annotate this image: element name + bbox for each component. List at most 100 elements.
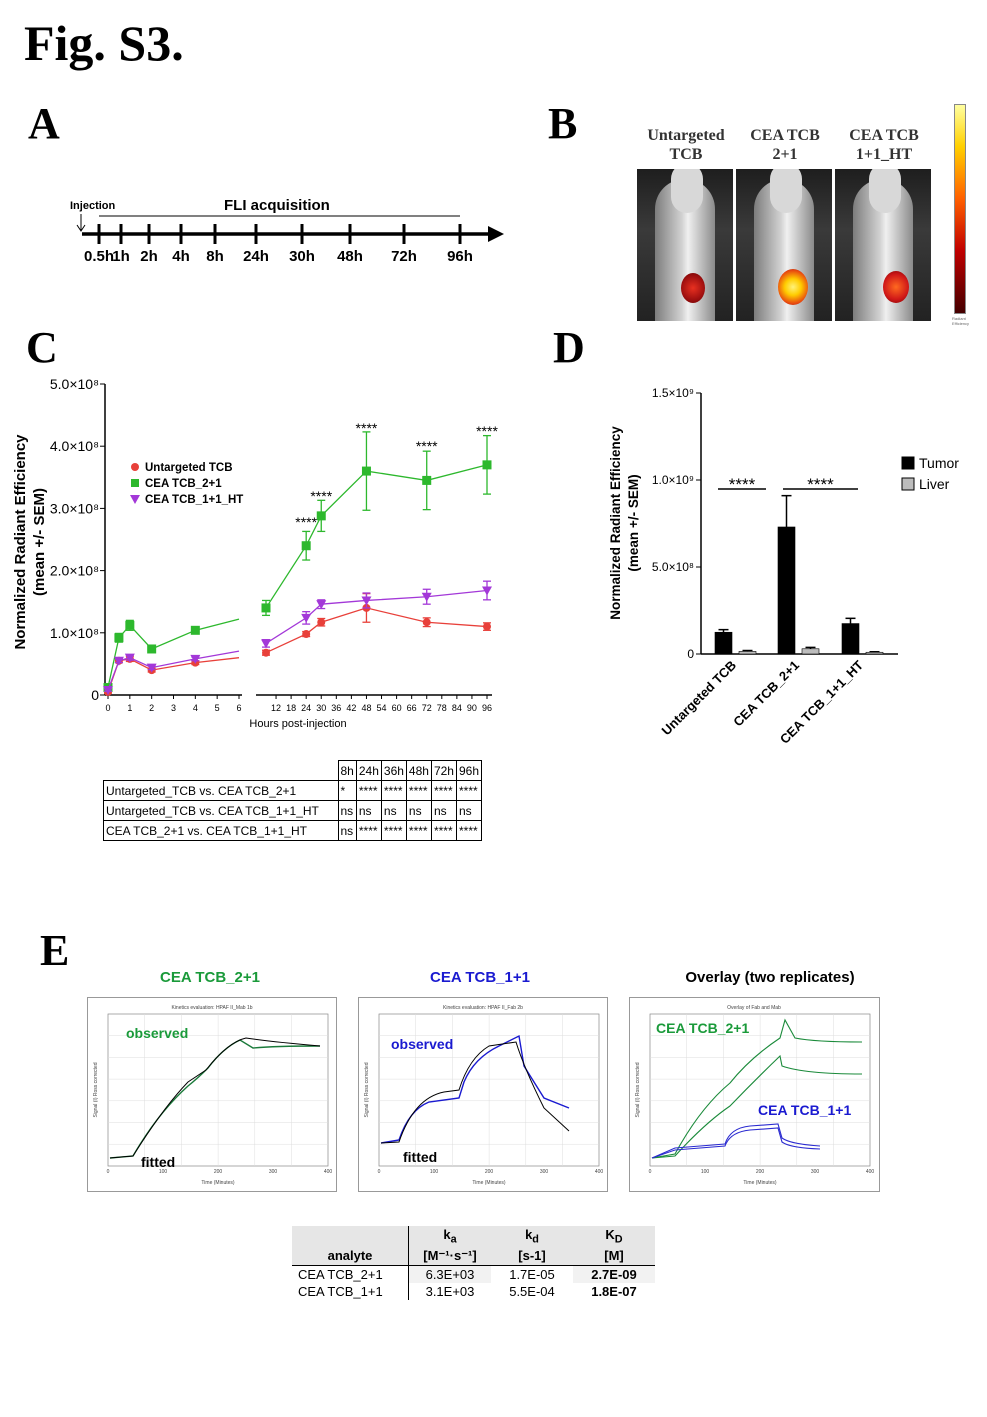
overlay-curve: [651, 1127, 821, 1159]
table-cell: Untargeted_TCB vs. CEA TCB_2+1: [103, 780, 339, 801]
table-row: CEA TCB_2+1 6.3E+03 1.7E-05 2.7E-09: [292, 1264, 655, 1283]
kd-subscript: d: [532, 1233, 539, 1246]
category-label: CEA TCB_2+1: [730, 658, 802, 730]
figure-title: Fig. S3.: [24, 15, 184, 71]
overlay-label-2plus1: CEA TCB_2+1: [656, 1020, 749, 1036]
x-tick-label: 0: [649, 1169, 652, 1175]
data-point: [317, 618, 326, 627]
mouse-label-line1: Untargeted: [647, 127, 725, 144]
y-tick-label: 5.0×10⁸: [50, 376, 99, 392]
overlay-curve: [651, 1054, 863, 1159]
x-tick-label: 200: [756, 1169, 765, 1175]
x-tick-label: 200: [485, 1169, 494, 1175]
table-cell: ns: [405, 800, 432, 821]
fitted-curve: [109, 1037, 321, 1159]
mouse-label-2plus1: CEA TCB 2+1: [737, 126, 833, 164]
legend-marker: [131, 463, 139, 471]
x-tick-label: 5: [215, 703, 220, 713]
spr-title-overlay: Overlay (two replicates): [685, 969, 855, 986]
x-tick-label: 3: [171, 703, 176, 713]
x-tick-label: 18: [286, 703, 296, 713]
injection-arrowhead: [76, 224, 86, 232]
data-point: [483, 622, 491, 631]
series-line-0: [265, 607, 488, 654]
x-axis-label: Time (Minutes): [201, 1180, 234, 1186]
timeline-tick-label: 8h: [206, 248, 224, 265]
y-tick-label: 2.0×10⁸: [50, 563, 99, 579]
bar-liver: [801, 648, 820, 655]
spr-plot-overlay: Overlay of Fab and Mab Time (Minutes) Sign…: [629, 997, 880, 1192]
plot-header: Kinetics evaluation: HPAF II_Fab 2b: [443, 1005, 523, 1011]
colorbar-label: Radiant Efficiency: [952, 316, 970, 326]
table-cell: 2.7E-09: [573, 1264, 655, 1283]
x-tick-label: 100: [701, 1169, 710, 1175]
observed-label: observed: [126, 1025, 188, 1041]
timeline-tick-label: 48h: [337, 248, 363, 265]
x-tick-label: 36: [331, 703, 341, 713]
fli-acquisition-label: FLI acquisition: [224, 197, 330, 214]
data-point: [316, 600, 327, 610]
x-tick-label: 12: [271, 703, 281, 713]
table-cell: CEA TCB_2+1 vs. CEA TCB_1+1_HT: [103, 820, 339, 841]
y-axis-label-sub: (mean +/- SEM): [626, 474, 641, 571]
legend-swatch: [901, 456, 915, 470]
ka-symbol: k: [443, 1227, 451, 1242]
observed-curve: [380, 1034, 570, 1144]
x-tick-label: 42: [346, 703, 356, 713]
spr-plot-2plus1: Kinetics evaluation: HPAF II_Mab 1b Time …: [87, 997, 337, 1192]
overlay-curve: [651, 1123, 821, 1159]
table-cell: ****: [455, 780, 483, 801]
table-header: 48h: [405, 760, 432, 781]
data-point: [113, 656, 124, 666]
significance-label: ****: [807, 475, 834, 494]
series-line-2: [107, 650, 240, 691]
timeline-tick-label: 96h: [447, 248, 473, 265]
x-axis-label: Time (Minutes): [472, 1180, 505, 1186]
KD-symbol: K: [605, 1227, 615, 1242]
x-tick-label: 400: [595, 1169, 604, 1175]
kinetics-table: ka kd KD analyte [M⁻¹·s⁻¹] [s-1] [M] CEA…: [292, 1226, 655, 1300]
fitted-label: fitted: [141, 1154, 175, 1170]
x-tick-label: 400: [866, 1169, 875, 1175]
bar-tumor: [777, 526, 796, 655]
x-tick-label: 4: [193, 703, 198, 713]
y-axis-label: Signal (I) Ross corrected: [364, 1062, 370, 1117]
mouse-label-untargeted: Untargeted TCB: [638, 126, 734, 164]
significance-table: 8h 24h 36h 48h 72h 96h Untargeted_TCB vs…: [103, 760, 483, 841]
data-point: [147, 644, 157, 654]
data-point: [190, 654, 201, 664]
data-point: [422, 618, 431, 627]
data-point: [316, 511, 326, 521]
series-line-2: [265, 589, 488, 644]
y-tick-label: 5.0×10⁸: [652, 560, 694, 574]
ka-unit: [M⁻¹·s⁻¹]: [408, 1246, 491, 1266]
x-axis-label: Time (Minutes): [743, 1180, 776, 1186]
spr-title-1plus1: CEA TCB_1+1: [430, 969, 530, 986]
table-header: 72h: [430, 760, 457, 781]
x-tick-label: 1: [127, 703, 132, 713]
data-point: [422, 475, 432, 485]
table-cell: 1.8E-07: [591, 1283, 637, 1299]
x-tick-label: 60: [392, 703, 402, 713]
data-point: [302, 630, 311, 639]
injection-label: Injection: [70, 200, 116, 212]
y-tick-label: 3.0×10⁸: [50, 500, 99, 516]
legend-label: Untargeted TCB: [145, 462, 233, 474]
panel-label-e: E: [40, 926, 70, 975]
table-cell: ns: [430, 800, 457, 821]
timeline-tick-label: 72h: [391, 248, 417, 265]
x-tick-label: 300: [811, 1169, 820, 1175]
table-cell: CEA TCB_2+1: [292, 1264, 409, 1283]
y-tick-label: 1.0×10⁹: [652, 473, 694, 487]
KD-unit: [M]: [573, 1246, 655, 1266]
data-point: [262, 648, 270, 657]
significance-label: ****: [295, 514, 317, 530]
timeline-tick-label: 30h: [289, 248, 315, 265]
bar-tumor: [841, 623, 860, 655]
kinetics-header-row-1: ka kd KD: [292, 1226, 655, 1247]
significance-label: ****: [729, 475, 756, 494]
data-point: [361, 596, 372, 606]
table-cell: Untargeted_TCB vs. CEA TCB_1+1_HT: [103, 800, 339, 821]
